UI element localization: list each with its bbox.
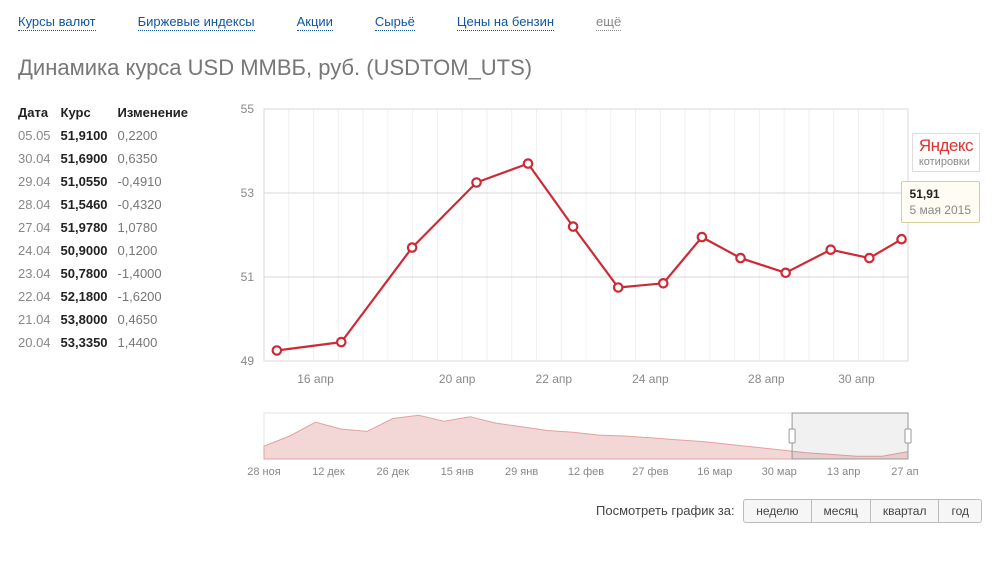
nav-link-currencies[interactable]: Курсы валют — [18, 14, 96, 31]
overview-chart[interactable]: 28 ноя 12 дек 26 дек 15 янв 29 янв 12 фев 27 ф… — [218, 409, 982, 479]
cell-rate: 51,5460 — [61, 193, 118, 216]
main-area: Дата Курс Изменение 05.0551,91000,220030… — [18, 101, 982, 523]
cell-rate: 51,9100 — [61, 124, 118, 147]
svg-text:30 апр: 30 апр — [838, 372, 875, 386]
cell-date: 23.04 — [18, 262, 61, 285]
cell-change: 1,4400 — [118, 331, 198, 354]
cell-change: 0,2200 — [118, 124, 198, 147]
table-row: 24.0450,90000,1200 — [18, 239, 198, 262]
range-btn-0[interactable]: неделю — [743, 499, 811, 523]
brand-badge: Яндекс котировки — [912, 133, 980, 172]
cell-change: -0,4320 — [118, 193, 198, 216]
chart-column: 49 51 53 55 16 апр 20 апр 22 апр 24 апр 28 апр 30… — [218, 101, 982, 523]
table-row: 20.0453,33501,4400 — [18, 331, 198, 354]
col-rate: Курс — [61, 101, 118, 124]
svg-text:12 дек: 12 дек — [312, 466, 345, 478]
range-btn-3[interactable]: год — [938, 499, 982, 523]
chart-tooltip: 51,91 5 мая 2015 — [901, 181, 980, 223]
table-row: 29.0451,0550-0,4910 — [18, 170, 198, 193]
cell-rate: 52,1800 — [61, 285, 118, 308]
cell-date: 21.04 — [18, 308, 61, 331]
cell-date: 27.04 — [18, 216, 61, 239]
table-row: 23.0450,7800-1,4000 — [18, 262, 198, 285]
svg-text:55: 55 — [241, 102, 255, 116]
table-row: 05.0551,91000,2200 — [18, 124, 198, 147]
svg-text:15 янв: 15 янв — [441, 466, 474, 478]
svg-text:16 мар: 16 мар — [697, 466, 732, 478]
cell-change: 1,0780 — [118, 216, 198, 239]
overview-chart-svg: 28 ноя 12 дек 26 дек 15 янв 29 янв 12 фев 27 ф… — [218, 409, 918, 479]
svg-text:22 апр: 22 апр — [536, 372, 573, 386]
table-row: 27.0451,97801,0780 — [18, 216, 198, 239]
cell-change: 0,4650 — [118, 308, 198, 331]
svg-text:28 ноя: 28 ноя — [247, 466, 280, 478]
cell-rate: 50,7800 — [61, 262, 118, 285]
svg-text:51: 51 — [241, 270, 255, 284]
cell-change: -1,6200 — [118, 285, 198, 308]
cell-date: 24.04 — [18, 239, 61, 262]
brand-sub: котировки — [919, 156, 973, 168]
svg-text:27 фев: 27 фев — [632, 466, 668, 478]
range-selector: Посмотреть график за: неделюмесяцквартал… — [218, 499, 982, 523]
svg-text:30 мар: 30 мар — [762, 466, 797, 478]
svg-text:16 апр: 16 апр — [297, 372, 334, 386]
svg-text:20 апр: 20 апр — [439, 372, 476, 386]
cell-date: 28.04 — [18, 193, 61, 216]
svg-text:13 апр: 13 апр — [827, 466, 860, 478]
svg-text:24 апр: 24 апр — [632, 372, 669, 386]
tooltip-value: 51,91 — [910, 186, 971, 202]
range-label: Посмотреть график за: — [596, 503, 735, 518]
table-row: 28.0451,5460-0,4320 — [18, 193, 198, 216]
col-change: Изменение — [118, 101, 198, 124]
cell-date: 05.05 — [18, 124, 61, 147]
svg-text:29 янв: 29 янв — [505, 466, 538, 478]
svg-text:53: 53 — [241, 186, 255, 200]
cell-date: 29.04 — [18, 170, 61, 193]
cell-change: -1,4000 — [118, 262, 198, 285]
table-row: 21.0453,80000,4650 — [18, 308, 198, 331]
range-btn-1[interactable]: месяц — [811, 499, 871, 523]
top-nav: Курсы валют Биржевые индексы Акции Сырьё… — [18, 14, 982, 31]
nav-link-commodities[interactable]: Сырьё — [375, 14, 415, 31]
svg-text:27 апр: 27 апр — [891, 466, 918, 478]
nav-link-more[interactable]: ещё — [596, 14, 621, 31]
rates-table: Дата Курс Изменение 05.0551,91000,220030… — [18, 101, 198, 523]
cell-date: 22.04 — [18, 285, 61, 308]
cell-rate: 50,9000 — [61, 239, 118, 262]
col-date: Дата — [18, 101, 61, 124]
nav-link-stocks[interactable]: Акции — [297, 14, 333, 31]
nav-link-indices[interactable]: Биржевые индексы — [138, 14, 255, 31]
svg-text:26 дек: 26 дек — [377, 466, 410, 478]
cell-rate: 51,9780 — [61, 216, 118, 239]
cell-date: 20.04 — [18, 331, 61, 354]
cell-change: 0,1200 — [118, 239, 198, 262]
svg-text:12 фев: 12 фев — [568, 466, 604, 478]
brand-name: Яндекс — [919, 137, 973, 156]
main-chart-svg: 49 51 53 55 16 апр 20 апр 22 апр 24 апр 28 апр 30… — [218, 101, 918, 391]
main-chart[interactable]: 49 51 53 55 16 апр 20 апр 22 апр 24 апр 28 апр 30… — [218, 101, 982, 391]
tooltip-date: 5 мая 2015 — [910, 202, 971, 218]
cell-rate: 51,0550 — [61, 170, 118, 193]
cell-rate: 53,8000 — [61, 308, 118, 331]
cell-change: 0,6350 — [118, 147, 198, 170]
table-row: 30.0451,69000,6350 — [18, 147, 198, 170]
table-header-row: Дата Курс Изменение — [18, 101, 198, 124]
page-title: Динамика курса USD ММВБ, руб. (USDTOM_UT… — [18, 55, 982, 81]
nav-link-fuel[interactable]: Цены на бензин — [457, 14, 554, 31]
table-row: 22.0452,1800-1,6200 — [18, 285, 198, 308]
cell-rate: 53,3350 — [61, 331, 118, 354]
svg-text:28 апр: 28 апр — [748, 372, 785, 386]
range-btn-2[interactable]: квартал — [870, 499, 940, 523]
cell-rate: 51,6900 — [61, 147, 118, 170]
svg-text:49: 49 — [241, 354, 255, 368]
cell-change: -0,4910 — [118, 170, 198, 193]
cell-date: 30.04 — [18, 147, 61, 170]
